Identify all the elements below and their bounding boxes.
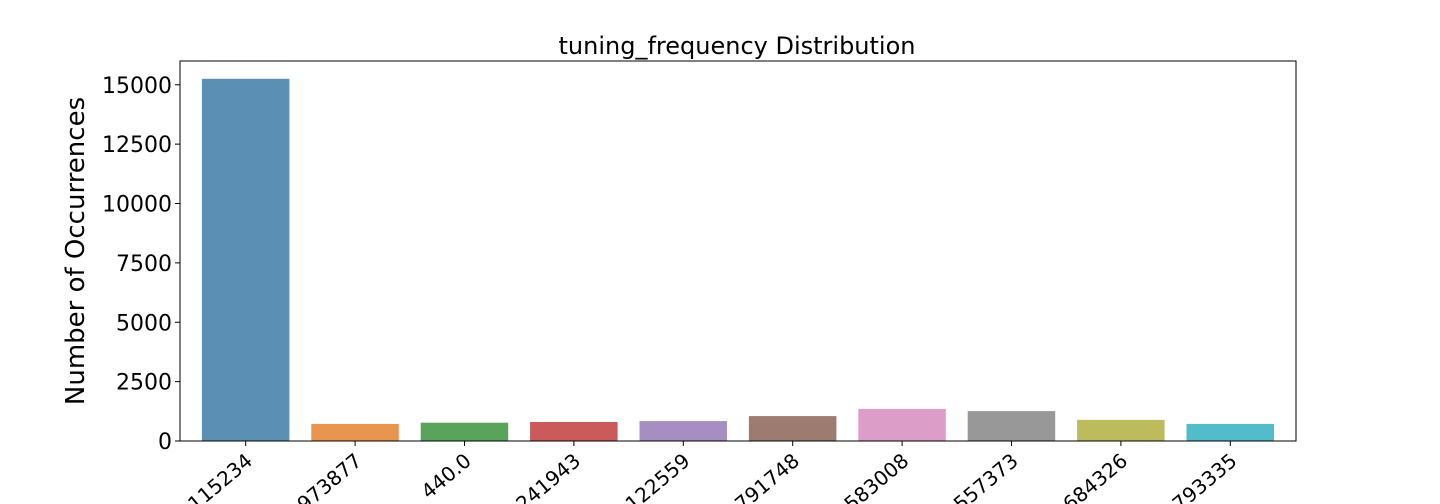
y-tick-label-2: 5000	[116, 311, 172, 336]
bar-5	[748, 416, 837, 441]
bar-9	[1186, 423, 1274, 441]
y-tick-label-3: 7500	[116, 252, 172, 277]
bar-1	[311, 423, 399, 441]
bar-3	[530, 422, 618, 441]
plot-frame	[179, 60, 1297, 442]
y-tick-label-5: 12500	[102, 133, 172, 158]
bar-6	[858, 408, 946, 441]
y-tick-label-1: 2500	[116, 371, 172, 396]
y-tick-label-6: 15000	[102, 74, 172, 99]
bar-0	[201, 78, 290, 442]
x-tick-label-9: 793335	[1168, 448, 1242, 504]
x-tick-label-0: 115234	[183, 448, 257, 504]
x-tick-label-2: 440.0	[416, 448, 475, 503]
bar-2	[420, 422, 509, 441]
x-tick-label-1: 973877	[292, 448, 366, 504]
x-tick-label-5: 791748	[730, 448, 804, 504]
x-tick-label-7: 557373	[949, 448, 1023, 504]
y-tick-label-4: 10000	[102, 193, 172, 218]
bar-7	[967, 411, 1056, 441]
x-axis-ticks: 115234 973877 440.0 241943 122559 791748 58300…	[183, 441, 1242, 504]
bar-4	[639, 421, 727, 441]
bar-8	[1077, 419, 1165, 441]
x-tick-label-3: 241943	[511, 448, 585, 504]
x-tick-label-8: 684326	[1058, 448, 1132, 504]
x-tick-label-6: 583008	[839, 448, 913, 504]
bars-group	[201, 78, 1274, 442]
y-axis-label: Number of Occurrences	[61, 97, 91, 405]
y-tick-label-0: 0	[158, 430, 172, 455]
chart-title: tuning_frequency Distribution	[559, 32, 916, 60]
y-axis-ticks: 0 2500 5000 7500 10000 12500 15000	[102, 74, 180, 455]
x-tick-label-4: 122559	[621, 448, 695, 504]
